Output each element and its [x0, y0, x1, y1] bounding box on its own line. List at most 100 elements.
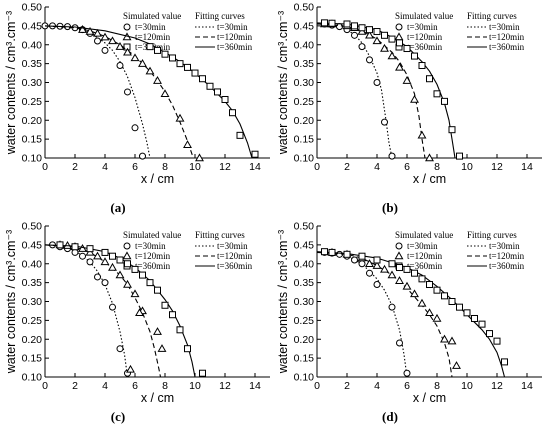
square-marker — [169, 54, 176, 62]
square-marker — [199, 369, 206, 377]
y-tick-label: 0.10 — [22, 372, 43, 384]
square-marker — [456, 303, 463, 311]
triangle-marker — [380, 43, 389, 52]
circle-marker — [94, 273, 101, 281]
legend-marker-label: t=360min — [407, 42, 443, 52]
square-marker — [448, 126, 456, 134]
y-tick-label: 0.30 — [294, 77, 315, 89]
legend-marker-label: t=120min — [135, 251, 171, 261]
circle-marker — [109, 303, 116, 311]
y-tick-label: 0.25 — [22, 315, 43, 327]
y-axis-title: water contents / cm³.cm⁻³ — [4, 230, 18, 374]
square-marker — [358, 252, 366, 260]
square-marker — [471, 314, 478, 322]
square-marker — [124, 260, 131, 268]
y-tick-label: 0.25 — [22, 96, 43, 108]
legend-curve-label: t=120min — [489, 251, 525, 261]
triangle-marker — [93, 28, 102, 37]
y-tick-label: 0.30 — [22, 77, 43, 89]
panel-label: (c) — [111, 409, 125, 424]
triangle-marker — [410, 94, 419, 103]
triangle-marker — [122, 251, 132, 260]
y-tick-label: 0.50 — [294, 221, 315, 233]
legend-curves-title: Fitting curves — [467, 230, 517, 240]
triangle-marker — [417, 130, 427, 139]
triangle-marker — [402, 281, 412, 290]
circle-marker — [358, 43, 366, 51]
square-marker — [411, 52, 418, 60]
circle-marker — [395, 242, 403, 250]
legend-curve-label: t=30min — [217, 22, 248, 32]
x-tick-label: 10 — [461, 161, 473, 173]
legend-marker-label: t=360min — [135, 261, 171, 271]
triangle-marker — [160, 89, 170, 98]
chart-panel-c: 0.10 0.15 0.20 0.25 0.30 0.35 0.40 0.45 0.50 0 2 4 6… — [4, 221, 270, 424]
circle-marker — [124, 88, 131, 96]
square-marker — [184, 63, 191, 71]
x-tick-label: 14 — [521, 380, 533, 392]
square-marker — [441, 97, 448, 105]
square-marker — [221, 95, 229, 103]
circle-marker — [139, 152, 146, 160]
triangle-marker — [78, 25, 87, 33]
square-marker — [433, 286, 441, 294]
y-tick-label: 0.50 — [22, 221, 43, 233]
legend-marker-label: t=120min — [135, 32, 171, 42]
x-tick-label: 4 — [102, 380, 108, 392]
y-tick-label: 0.40 — [294, 39, 315, 51]
circle-marker — [86, 258, 94, 266]
circle-marker — [373, 281, 381, 289]
square-marker — [426, 75, 433, 83]
square-marker — [139, 271, 146, 279]
panel-label: (d) — [382, 409, 398, 424]
legend-markers-title: Simulated value — [123, 230, 181, 240]
y-tick-label: 0.15 — [294, 353, 315, 365]
x-tick-label: 12 — [491, 380, 503, 392]
legend-curve-label: t=120min — [489, 32, 525, 42]
triangle-marker — [93, 251, 102, 260]
circle-marker — [116, 62, 124, 70]
x-axis-title: x / cm — [141, 172, 174, 186]
triangle-marker — [365, 30, 374, 39]
y-tick-label: 0.35 — [294, 58, 315, 70]
triangle-marker — [126, 364, 135, 373]
circle-marker — [381, 118, 388, 126]
x-tick-label: 6 — [404, 380, 410, 392]
triangle-marker — [452, 361, 461, 369]
y-tick-label: 0.40 — [22, 258, 43, 270]
x-tick-label: 6 — [132, 161, 138, 173]
triangle-marker — [115, 42, 125, 50]
series-t-30min — [41, 22, 151, 160]
x-tick-label: 2 — [344, 380, 350, 392]
square-marker — [146, 43, 154, 51]
triangle-marker — [123, 47, 132, 56]
square-marker — [154, 46, 161, 54]
square-marker — [501, 358, 508, 366]
square-marker — [321, 248, 328, 256]
circle-marker — [366, 56, 373, 64]
chart-panel-b: 0.10 0.15 0.20 0.25 0.30 0.35 0.40 0.45 0.50 0 2 4 6… — [276, 2, 542, 215]
x-tick-label: 10 — [189, 380, 201, 392]
triangle-marker — [365, 259, 374, 267]
square-marker — [109, 252, 116, 260]
y-tick-label: 0.30 — [22, 296, 43, 308]
x-tick-label: 10 — [461, 380, 473, 392]
triangle-marker — [394, 251, 404, 260]
legend-curve-label: t=360min — [489, 42, 525, 52]
circle-marker — [336, 23, 343, 31]
square-marker — [321, 19, 328, 27]
square-marker — [101, 248, 109, 256]
square-marker — [199, 75, 206, 83]
square-marker — [161, 301, 169, 309]
legend-curve-label: t=120min — [217, 251, 253, 261]
circle-marker — [396, 339, 403, 347]
y-tick-label: 0.15 — [294, 134, 315, 146]
y-tick-label: 0.25 — [294, 315, 315, 327]
series-t-360min — [44, 241, 206, 378]
square-marker — [251, 150, 259, 158]
y-tick-label: 0.20 — [22, 334, 43, 346]
square-marker — [486, 330, 493, 338]
circle-marker — [101, 46, 109, 54]
